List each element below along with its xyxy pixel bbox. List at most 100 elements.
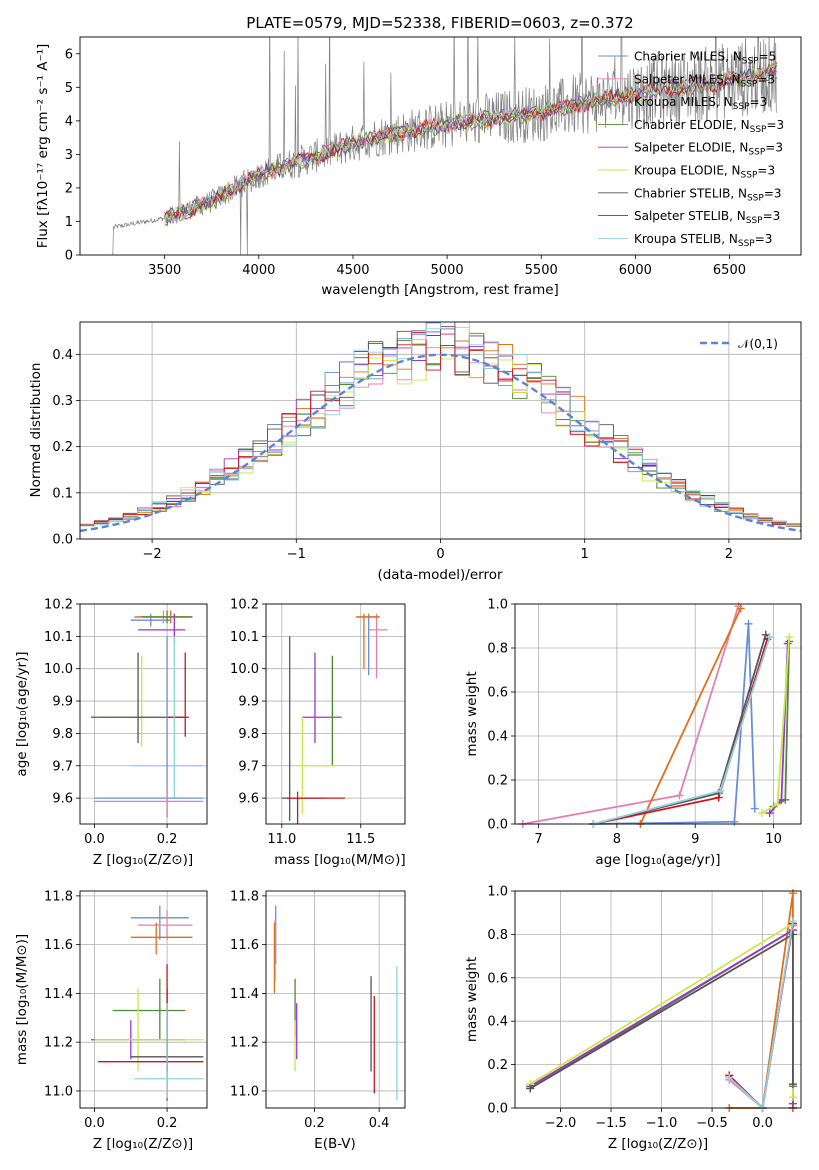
massweight-vs-age-marker bbox=[785, 633, 794, 641]
spectrum-data-line bbox=[108, 37, 777, 255]
massweight-vs-age-xlabel: age [log₁₀(age/yr)] bbox=[595, 852, 720, 868]
massweight-vs-z-series-line bbox=[729, 893, 794, 1109]
hist-xlabel: (data-model)/error bbox=[377, 567, 503, 583]
mass-vs-ebv-ytick-label: 11.2 bbox=[230, 1036, 259, 1051]
mass-vs-z-frame bbox=[79, 890, 208, 1109]
hist-ytick-label: 0.2 bbox=[52, 440, 73, 455]
age-vs-mass-ytick-label: 9.7 bbox=[238, 759, 259, 774]
massweight-vs-z-marker bbox=[788, 917, 797, 926]
spectrum-legend-label: Chabrier STELIB, NSSP=3 bbox=[634, 186, 782, 203]
mass-vs-ebv-xtick-label: 0.2 bbox=[304, 1116, 325, 1131]
spectrum-title: PLATE=0579, MJD=52338, FIBERID=0603, z=0… bbox=[246, 14, 633, 32]
hist-xtick-label: −1 bbox=[287, 547, 306, 562]
age-vs-mass-ytick-label: 10.2 bbox=[230, 598, 259, 613]
mass-vs-z-ytick-label: 11.0 bbox=[44, 1084, 73, 1099]
gaussian-curve bbox=[80, 353, 801, 533]
massweight-vs-z-xtick-label: −0.5 bbox=[696, 1116, 728, 1131]
spectrum-legend-label: Salpeter ELODIE, NSSP=3 bbox=[634, 141, 783, 158]
massweight-vs-age-marker bbox=[675, 791, 684, 800]
massweight-vs-z-series-line bbox=[728, 923, 794, 1110]
spectrum-legend-label: Chabrier MILES, NSSP=5 bbox=[634, 50, 776, 67]
age-vs-mass-ytick-label: 9.9 bbox=[238, 695, 259, 710]
age-vs-z-ytick-label: 10.2 bbox=[44, 598, 73, 613]
mass-vs-z-xtick-label: 0.0 bbox=[84, 1116, 105, 1131]
massweight-vs-age-marker bbox=[765, 633, 774, 641]
hist-xtick-label: 0 bbox=[436, 547, 444, 562]
massweight-vs-z-marker bbox=[788, 1093, 797, 1102]
mass-vs-ebv-xtick-label: 0.4 bbox=[369, 1116, 390, 1131]
massweight-vs-age-series-line bbox=[593, 623, 756, 825]
spectrum-xtick-label: 6500 bbox=[713, 263, 746, 278]
spectrum-xtick-label: 6000 bbox=[619, 263, 652, 278]
spectrum-xtick-label: 3500 bbox=[148, 263, 181, 278]
massweight-vs-z-xtick-label: 0.0 bbox=[752, 1116, 773, 1131]
massweight-vs-age-marker bbox=[765, 809, 774, 817]
hist-ylabel: Normed distribution bbox=[28, 363, 44, 498]
massweight-vs-z-ylabel: mass weight bbox=[464, 957, 480, 1042]
hist-xtick-label: 1 bbox=[581, 547, 589, 562]
mass-vs-ebv-frame bbox=[265, 890, 406, 1109]
massweight-vs-z-marker bbox=[788, 889, 797, 898]
spectrum-legend-label: Kroupa ELODIE, NSSP=3 bbox=[634, 164, 775, 181]
massweight-vs-age-ytick-label: 0.4 bbox=[487, 730, 508, 745]
massweight-vs-age-xtick-label: 7 bbox=[534, 832, 542, 847]
massweight-vs-age-marker bbox=[744, 619, 753, 628]
age-vs-mass-frame bbox=[265, 603, 406, 825]
spectrum-ytick-label: 3 bbox=[65, 148, 73, 163]
hist-frame bbox=[79, 321, 802, 540]
spectrum-ytick-label: 0 bbox=[65, 249, 73, 264]
hist-xtick-label: −2 bbox=[143, 547, 162, 562]
mass-vs-ebv-ytick-label: 11.8 bbox=[230, 889, 259, 904]
age-vs-mass-ytick-label: 10.0 bbox=[230, 662, 259, 677]
spectrum-xtick-label: 5500 bbox=[525, 263, 558, 278]
hist-ytick-label: 0.0 bbox=[52, 533, 73, 548]
massweight-vs-age-series-line bbox=[639, 608, 742, 825]
massweight-vs-age-marker bbox=[750, 804, 759, 813]
mass-vs-z-ytick-label: 11.4 bbox=[44, 987, 73, 1002]
spectrum-legend-label: Kroupa MILES, NSSP=3 bbox=[634, 95, 767, 112]
mass-vs-z-ytick-label: 11.8 bbox=[44, 889, 73, 904]
hist-xtick-label: 2 bbox=[725, 547, 733, 562]
massweight-vs-z-xlabel: Z [log₁₀(Z/Z⊙)] bbox=[608, 1136, 708, 1152]
massweight-vs-z-series-line bbox=[728, 923, 794, 1110]
mass-vs-ebv-ytick-label: 11.4 bbox=[230, 987, 259, 1002]
spectrum-ytick-label: 5 bbox=[65, 81, 73, 96]
spectrum-xtick-label: 4500 bbox=[336, 263, 369, 278]
hist-ytick-label: 0.4 bbox=[52, 348, 73, 363]
age-vs-z-xlabel: Z [log₁₀(Z/Z⊙)] bbox=[93, 852, 193, 868]
spectrum-ytick-label: 4 bbox=[65, 114, 73, 129]
age-vs-z-ytick-label: 9.7 bbox=[52, 759, 73, 774]
spectrum-xtick-label: 5000 bbox=[431, 263, 464, 278]
massweight-vs-z-marker bbox=[788, 1080, 797, 1089]
mass-vs-z-ylabel: mass [log₁₀(M/M⊙)] bbox=[14, 934, 30, 1065]
spectrum-plot-area bbox=[108, 37, 777, 255]
spectrum-legend-label: Chabrier ELODIE, NSSP=3 bbox=[634, 118, 784, 135]
mass-vs-ebv-ytick-label: 11.0 bbox=[230, 1084, 259, 1099]
age-vs-z-ytick-label: 10.0 bbox=[44, 662, 73, 677]
massweight-vs-age-series-line bbox=[522, 605, 740, 825]
massweight-vs-z-ytick-label: 1.0 bbox=[487, 885, 508, 900]
massweight-vs-age-marker bbox=[714, 793, 723, 802]
spectrum-legend-label: Salpeter MILES, NSSP=3 bbox=[634, 72, 775, 89]
massweight-vs-age-marker bbox=[757, 809, 766, 817]
spectrum-legend-label: Kroupa STELIB, NSSP=3 bbox=[634, 232, 772, 249]
spectrum-model-line bbox=[164, 63, 777, 222]
age-vs-mass-ytick-label: 9.8 bbox=[238, 727, 259, 742]
massweight-vs-age-xtick-label: 10 bbox=[765, 832, 782, 847]
mass-vs-z-ytick-label: 11.2 bbox=[44, 1036, 73, 1051]
age-vs-z-ylabel: age [log₁₀(age/yr)] bbox=[14, 651, 30, 776]
spectrum-model-line bbox=[164, 65, 777, 217]
massweight-vs-z-xtick-label: −1.0 bbox=[646, 1116, 678, 1131]
age-vs-z-frame bbox=[79, 603, 208, 825]
massweight-vs-age-ytick-label: 0.6 bbox=[487, 686, 508, 701]
spectrum-legend-label: Salpeter STELIB, NSSP=3 bbox=[634, 209, 780, 226]
massweight-vs-age-ytick-label: 0.0 bbox=[487, 818, 508, 833]
massweight-vs-age-marker bbox=[773, 800, 782, 809]
age-vs-mass-xtick-label: 11.5 bbox=[346, 832, 375, 847]
age-vs-z-xtick-label: 0.2 bbox=[157, 832, 178, 847]
massweight-vs-age-marker bbox=[736, 604, 745, 613]
massweight-vs-age-ytick-label: 0.8 bbox=[487, 642, 508, 657]
massweight-vs-age-xtick-label: 8 bbox=[613, 832, 621, 847]
age-vs-z-ytick-label: 9.9 bbox=[52, 695, 73, 710]
age-vs-z-ytick-label: 9.6 bbox=[52, 792, 73, 807]
